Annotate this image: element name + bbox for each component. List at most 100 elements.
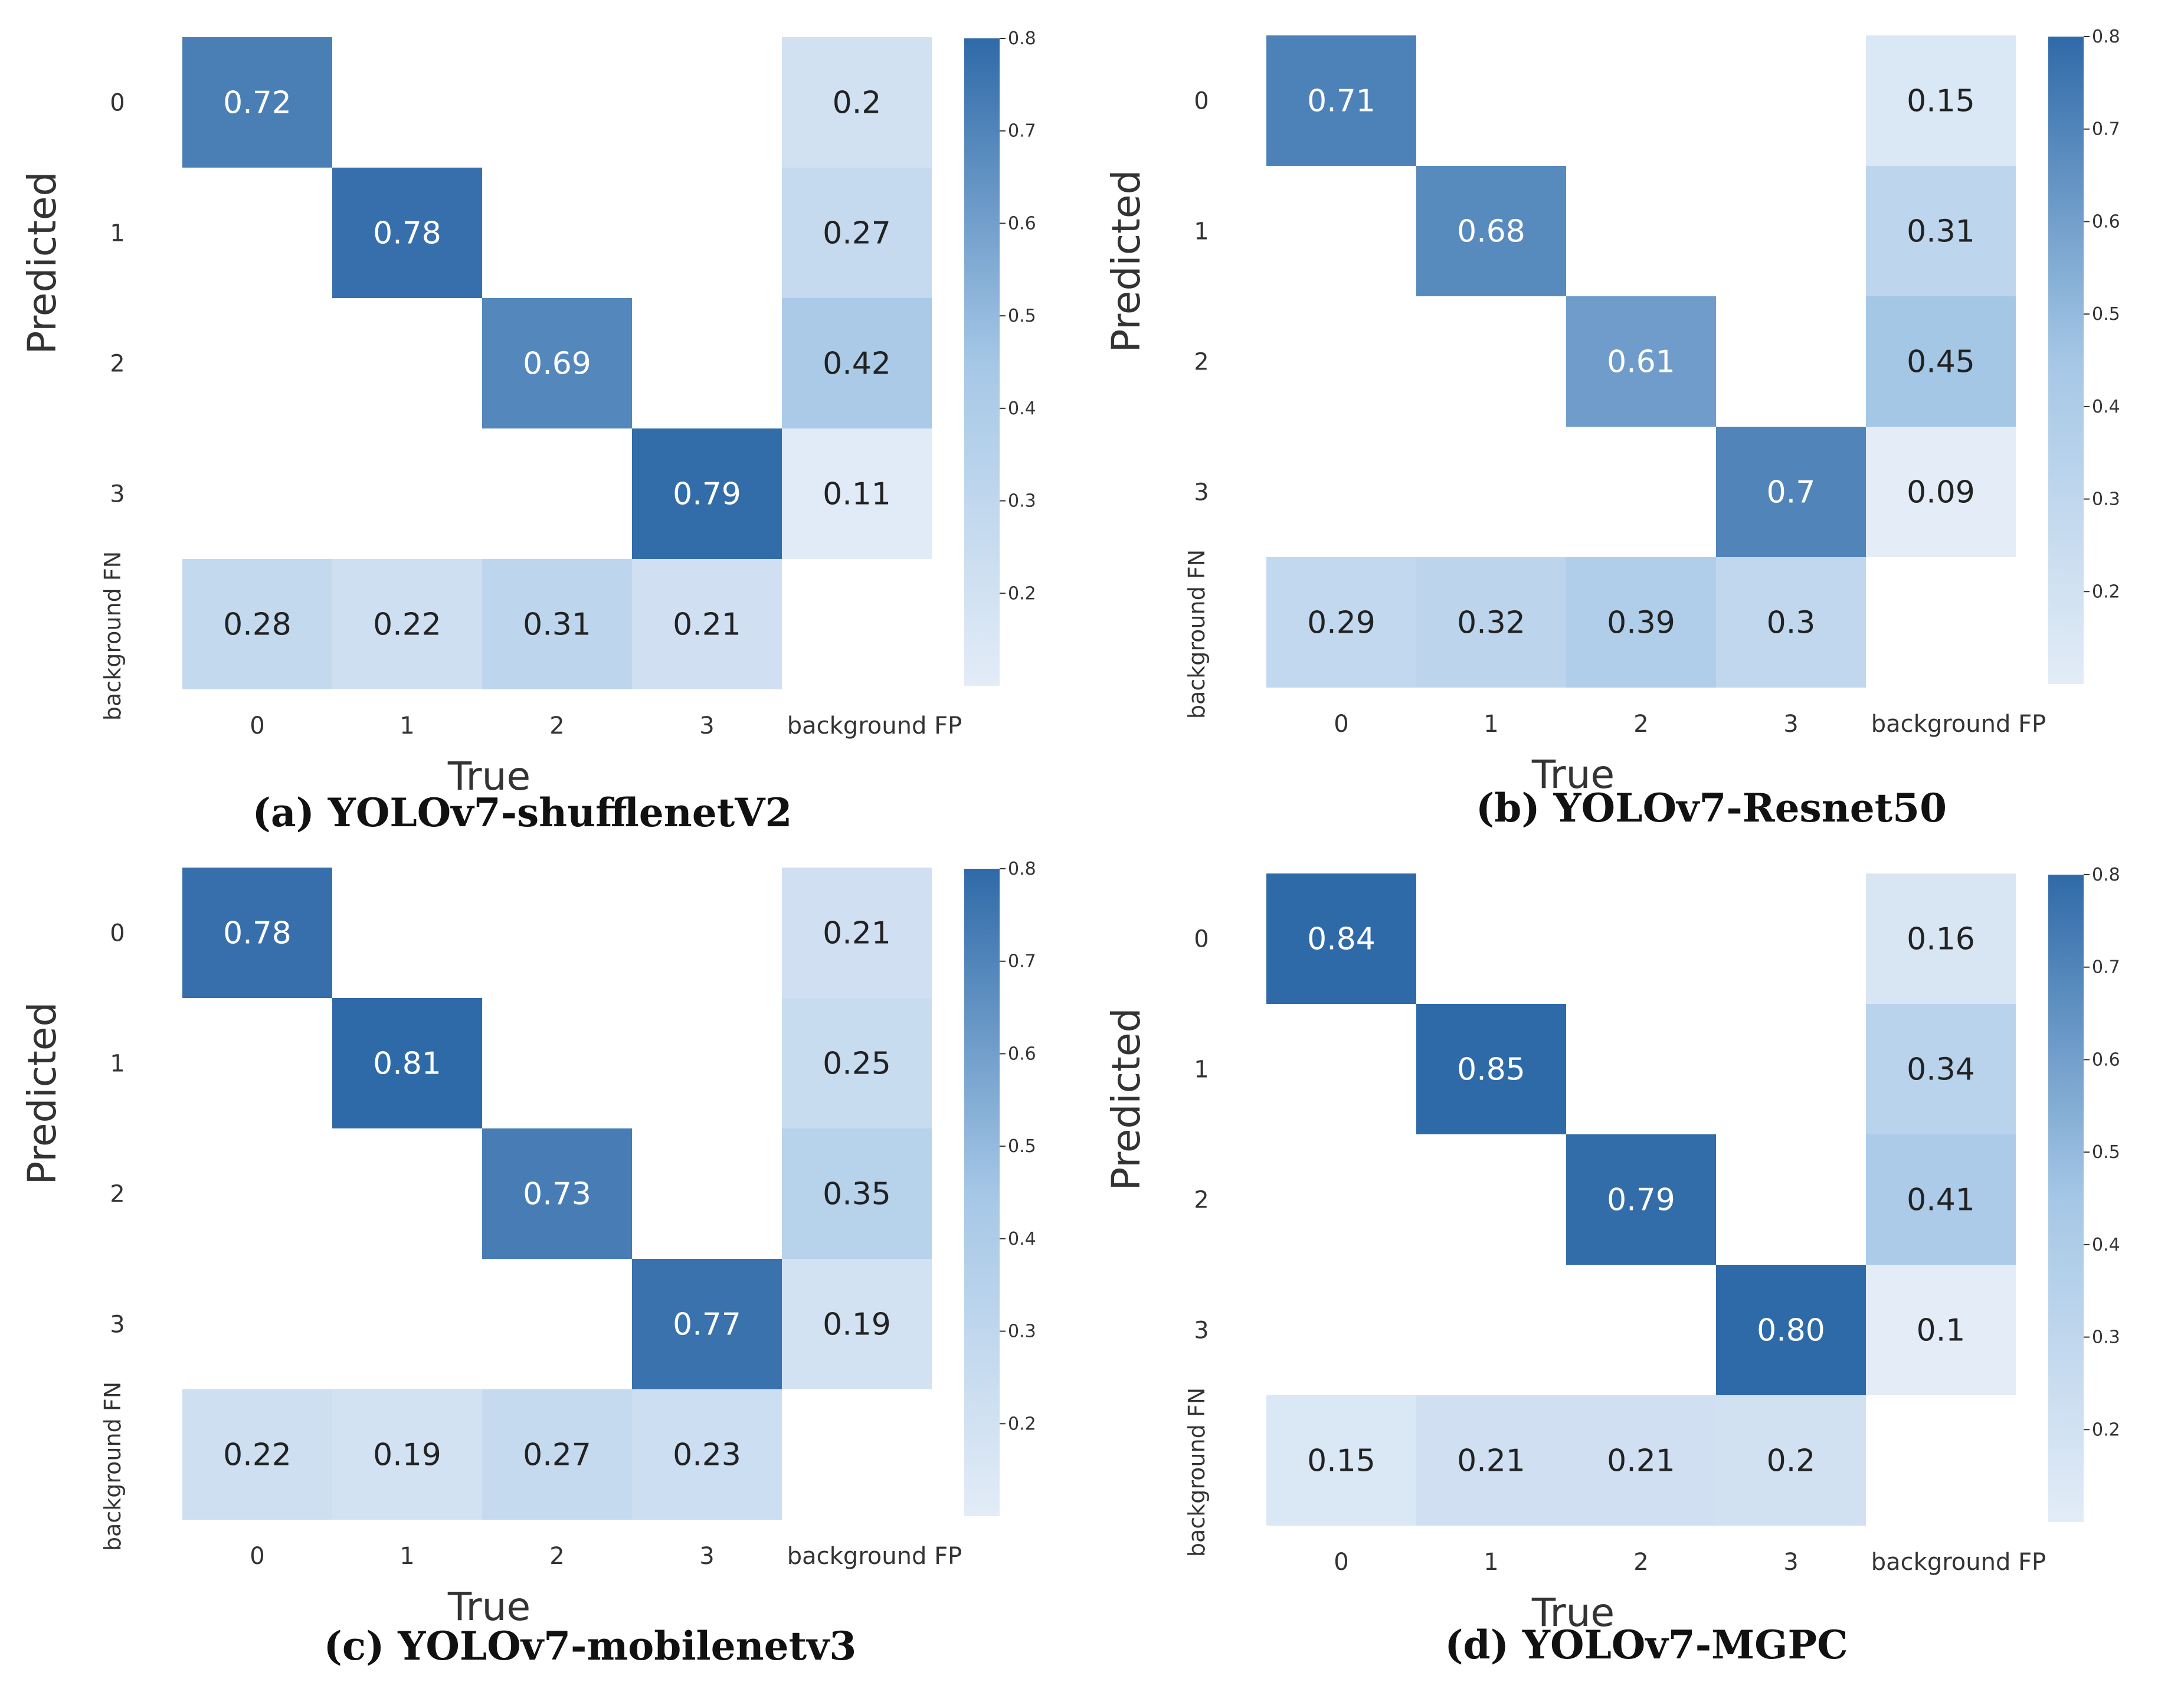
confusion-matrix-panel-3: 0.84 0.160.85 0.340.79 0.410.80 0.10.15 0.21 0… <box>1103 865 2120 1668</box>
colorbar-tick-label: 0.5 <box>2092 1142 2120 1163</box>
y-tick-label: 0 <box>1194 926 1209 953</box>
heatmap-cell <box>782 868 932 998</box>
heatmap-cell <box>332 1389 482 1520</box>
panel-caption: (c) YOLOv7-mobilenetv3 <box>324 1623 857 1669</box>
heatmap-cell <box>782 1128 932 1259</box>
heatmap-cell <box>782 428 932 559</box>
heatmap-cell <box>632 559 782 689</box>
cell-value-label: 0.29 <box>1307 606 1376 641</box>
heatmap-cell <box>1266 1395 1416 1526</box>
colorbar <box>2048 875 2084 1522</box>
heatmap-cell <box>1716 1395 1866 1526</box>
heatmap-cell <box>632 1259 782 1389</box>
x-tick-label: 1 <box>399 712 414 740</box>
colorbar <box>964 38 1000 686</box>
heatmap-cell <box>482 298 632 428</box>
cell-value-label: 0.32 <box>1457 606 1525 641</box>
cell-value-label: 0.23 <box>673 1438 741 1473</box>
cell-value-label: 0.15 <box>1907 84 1975 119</box>
y-tick-label: background FN <box>100 1382 126 1551</box>
cell-value-label: 0.21 <box>1457 1444 1525 1479</box>
y-tick-label: 1 <box>1194 218 1209 246</box>
cell-value-label: 0.22 <box>223 1438 292 1473</box>
heatmap-cell <box>1866 296 2016 427</box>
cell-value-label: 0.78 <box>373 216 441 251</box>
cell-value-label: 0.45 <box>1907 345 1975 380</box>
cell-value-label: 0.31 <box>1907 214 1975 250</box>
y-tick-label: 2 <box>1194 1187 1209 1214</box>
colorbar-tick-label: 0.3 <box>2092 489 2120 510</box>
x-tick-label: 3 <box>699 1543 714 1570</box>
cell-value-label: 0.19 <box>373 1438 441 1473</box>
y-tick-label: 2 <box>110 351 125 378</box>
cell-value-label: 0.73 <box>523 1177 591 1212</box>
heatmap-cell <box>182 1389 332 1520</box>
colorbar-tick-label: 0.2 <box>2092 1419 2120 1440</box>
cell-value-label: 0.61 <box>1607 345 1675 380</box>
colorbar-tick-label: 0.6 <box>1008 213 1036 234</box>
heatmap-cell <box>1716 1265 1866 1395</box>
colorbar-tick-label: 0.5 <box>1008 1136 1036 1157</box>
cell-value-label: 0.31 <box>523 607 591 643</box>
cell-value-label: 0.34 <box>1907 1052 1975 1088</box>
heatmap-cell <box>182 37 332 168</box>
x-tick-label: 0 <box>1334 711 1348 738</box>
cell-value-label: 0.2 <box>833 86 882 121</box>
colorbar-tick-label: 0.4 <box>2092 1235 2120 1255</box>
heatmap-cell <box>1866 427 2016 557</box>
colorbar-tick-label: 0.6 <box>2092 1049 2120 1070</box>
y-axis-title: Predicted <box>19 172 65 355</box>
heatmap-cell <box>782 298 932 428</box>
cell-value-label: 0.19 <box>823 1307 891 1343</box>
heatmap-cell <box>632 1389 782 1520</box>
heatmap-cell <box>1566 557 1716 688</box>
colorbar-tick-label: 0.8 <box>2092 865 2120 885</box>
panel-caption: (d) YOLOv7-MGPC <box>1445 1622 1848 1668</box>
y-tick-label: background FN <box>100 551 126 721</box>
confusion-matrix-panel-2: 0.78 0.210.81 0.250.73 0.350.77 0.190.22 0.19… <box>19 859 1036 1669</box>
cell-value-label: 0.27 <box>523 1438 591 1473</box>
colorbar-tick-label: 0.8 <box>2092 27 2120 47</box>
heatmap-cell <box>1566 1134 1716 1265</box>
x-tick-label: background FP <box>1871 1549 2046 1576</box>
heatmap-cell <box>632 428 782 559</box>
colorbar-tick-label: 0.2 <box>2092 581 2120 602</box>
heatmap-cell <box>1866 166 2016 296</box>
y-tick-label: background FN <box>1184 549 1210 719</box>
heatmap-cell <box>182 868 332 998</box>
heatmap-cell <box>782 1259 932 1389</box>
cell-value-label: 0.3 <box>1767 606 1816 641</box>
y-tick-label: 1 <box>1194 1056 1209 1084</box>
x-tick-label: 0 <box>250 712 264 740</box>
heatmap-cell <box>782 168 932 298</box>
x-axis-title: True <box>1531 1590 1615 1635</box>
heatmap-cell <box>1716 427 1866 557</box>
colorbar-tick-label: 0.5 <box>2092 304 2120 325</box>
cell-value-label: 0.71 <box>1307 84 1376 119</box>
heatmap-cell <box>1416 1395 1566 1526</box>
heatmap-cell <box>1566 296 1716 427</box>
cell-value-label: 0.84 <box>1307 922 1376 957</box>
y-tick-label: 3 <box>110 1311 125 1339</box>
x-tick-label: background FP <box>787 712 962 740</box>
heatmap-cell <box>1716 557 1866 688</box>
y-tick-label: background FN <box>1184 1388 1210 1557</box>
heatmap-cell <box>332 998 482 1128</box>
y-tick-label: 0 <box>110 920 125 947</box>
colorbar-tick-label: 0.4 <box>2092 397 2120 417</box>
y-tick-label: 3 <box>1194 479 1209 506</box>
x-tick-label: 1 <box>1484 1549 1498 1576</box>
heatmap-cell <box>482 1389 632 1520</box>
cell-value-label: 0.39 <box>1607 606 1675 641</box>
heatmap-cell <box>1866 35 2016 166</box>
cell-value-label: 0.79 <box>673 477 741 512</box>
y-tick-label: 1 <box>110 220 125 247</box>
x-tick-label: background FP <box>1871 711 2046 738</box>
colorbar-tick-label: 0.6 <box>2092 211 2120 232</box>
x-tick-label: 1 <box>399 1543 414 1570</box>
cell-value-label: 0.11 <box>823 477 891 512</box>
cell-value-label: 0.21 <box>823 916 891 951</box>
y-axis-title: Predicted <box>19 1002 65 1185</box>
heatmap-cell <box>1566 1395 1716 1526</box>
